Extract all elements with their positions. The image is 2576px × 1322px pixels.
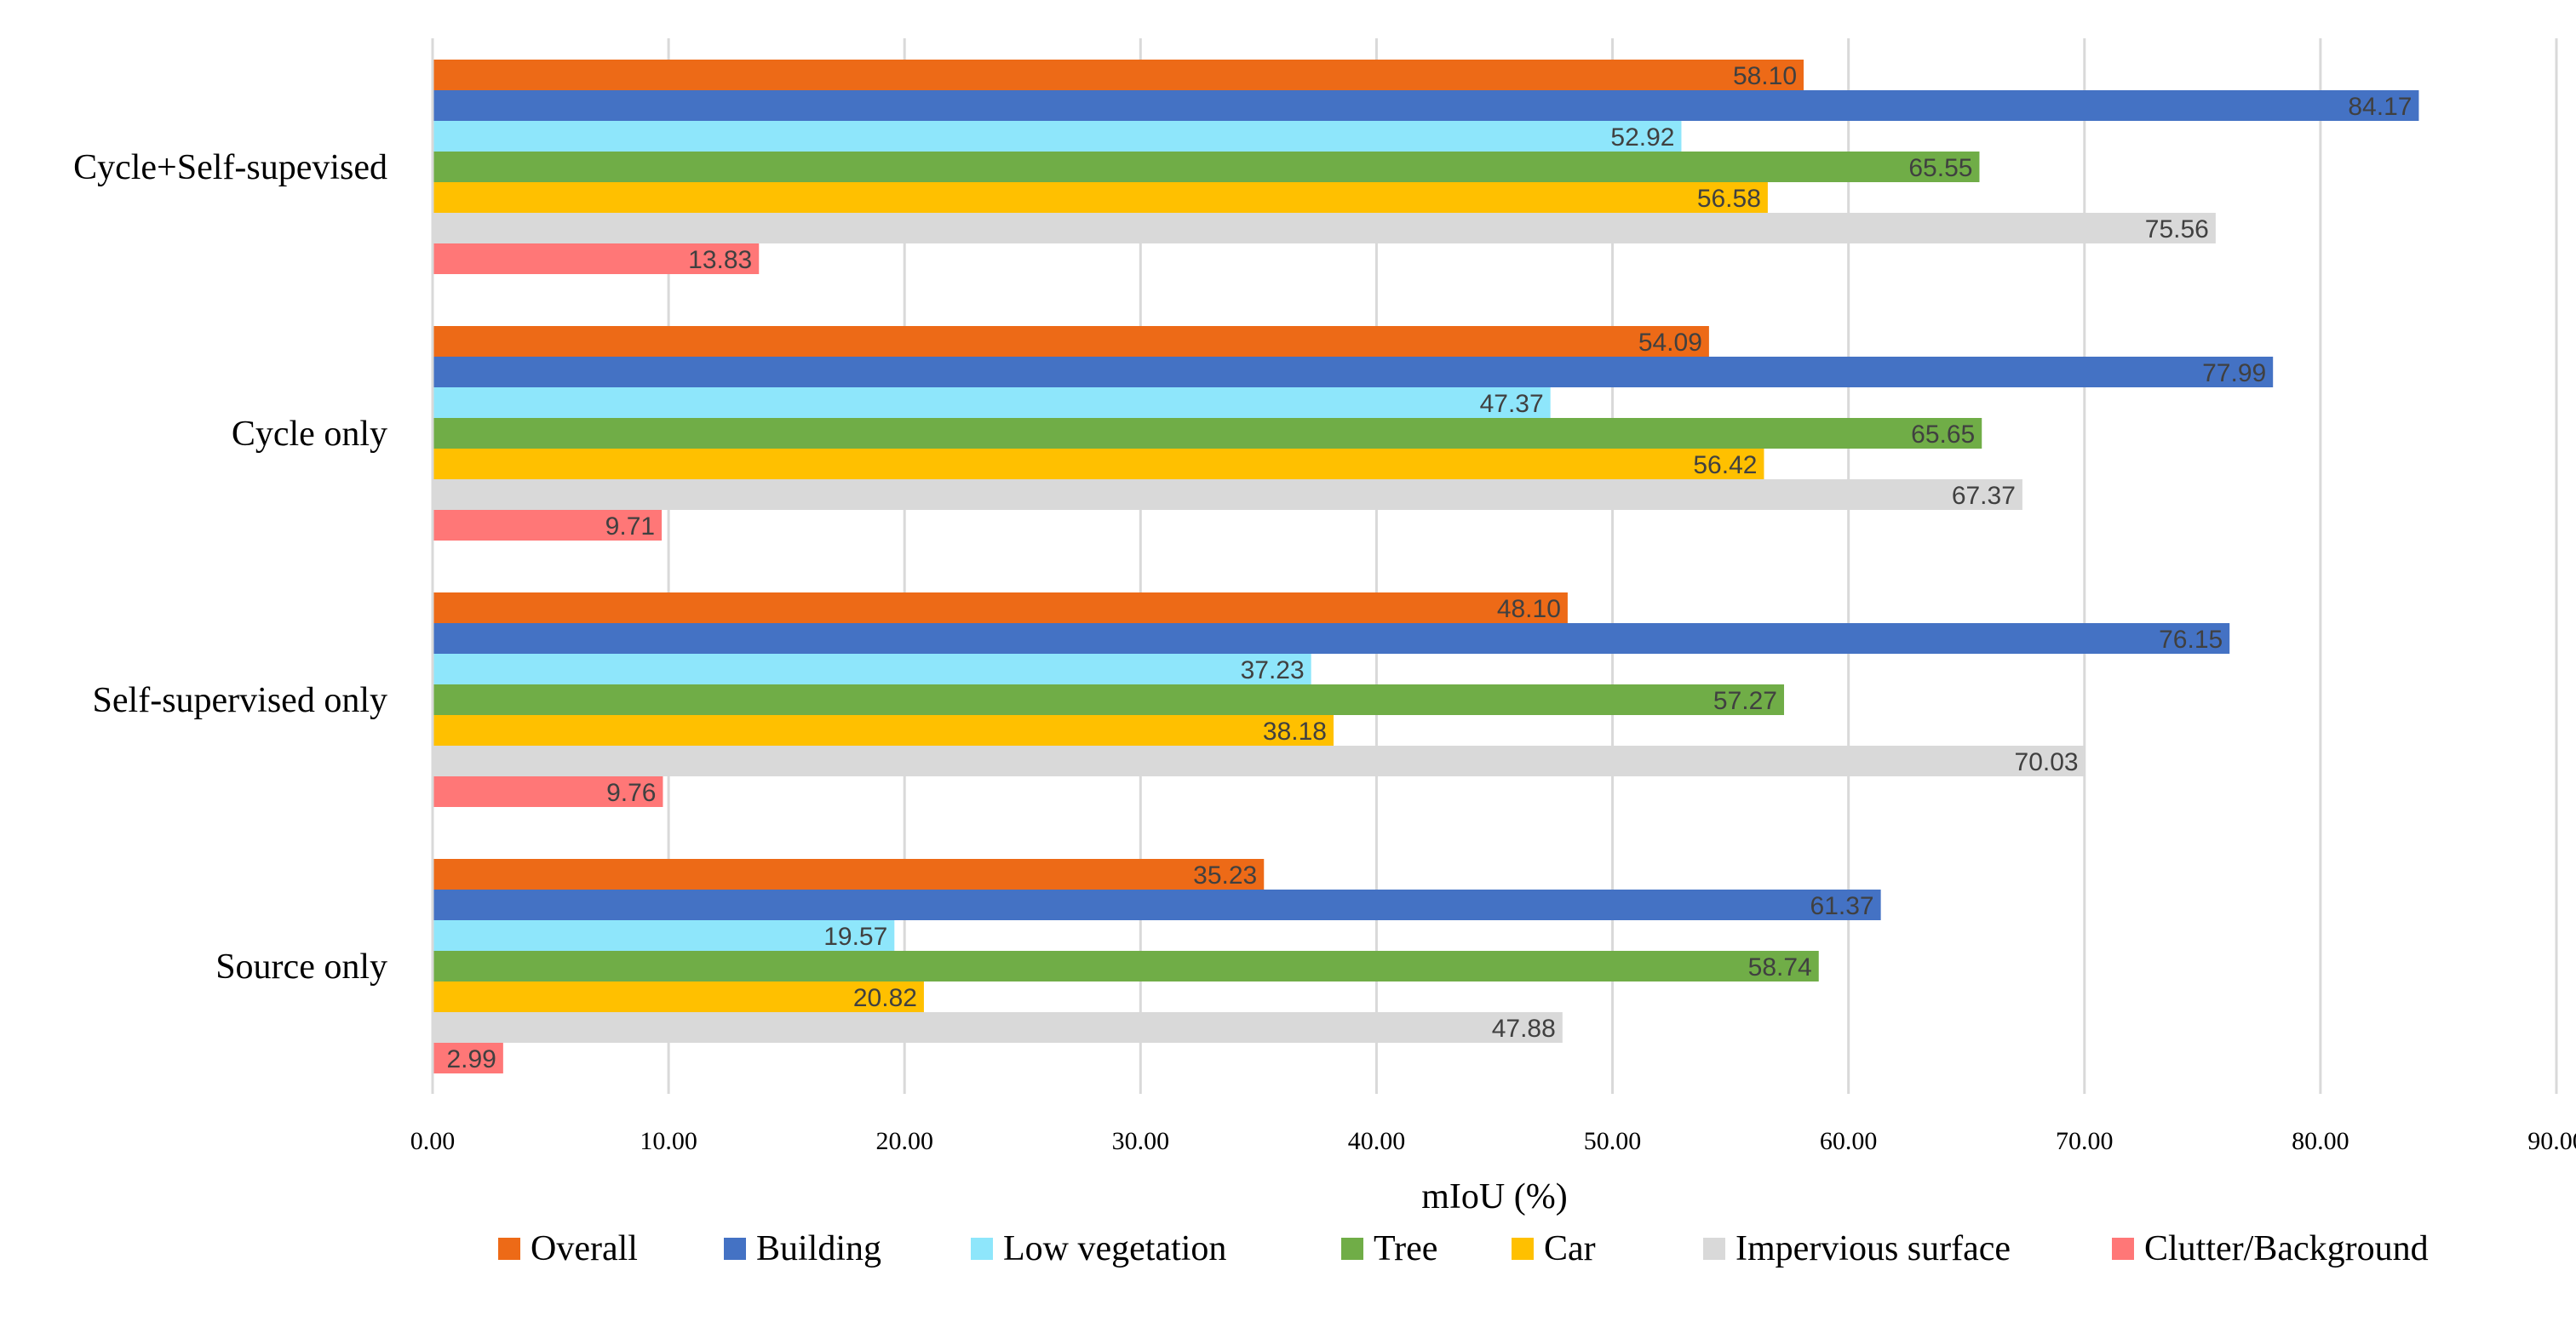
data-label: 52.92 [1610, 123, 1674, 152]
bar-building [433, 890, 1881, 920]
data-label: 13.83 [688, 246, 752, 274]
bar-building [433, 623, 2230, 654]
x-tick-label: 10.00 [640, 1127, 697, 1155]
data-label: 76.15 [2159, 626, 2223, 654]
legend-label: Building [756, 1229, 881, 1268]
bar-car [433, 715, 1334, 746]
legend-item: Car [1512, 1229, 1596, 1268]
legend-item: Overall [498, 1229, 638, 1268]
legend-swatch [1512, 1238, 1534, 1260]
bar-overall [433, 60, 1804, 90]
data-label: 54.09 [1638, 329, 1702, 357]
bar-overall [433, 592, 1568, 623]
data-label: 19.57 [823, 923, 887, 951]
legend-label: Impervious surface [1736, 1229, 2011, 1268]
x-tick-label: 80.00 [2292, 1127, 2349, 1155]
bar-low-vegetation [433, 121, 1682, 152]
category-label: Cycle+Self-supevised [73, 148, 387, 187]
legend-label: Car [1544, 1229, 1596, 1268]
x-tick-label: 90.00 [2527, 1127, 2576, 1155]
legend-item: Clutter/Background [2112, 1229, 2429, 1268]
bar-tree [433, 951, 1819, 981]
legend-item: Impervious surface [1703, 1229, 2011, 1268]
category-label: Source only [215, 947, 387, 987]
x-tick-label: 40.00 [1348, 1127, 1406, 1155]
bar-clutter-background [433, 776, 663, 807]
category-label: Self-supervised only [93, 681, 387, 720]
bar-building [433, 357, 2274, 387]
data-label: 38.18 [1263, 718, 1327, 746]
x-tick-label: 20.00 [875, 1127, 933, 1155]
data-label: 75.56 [2145, 215, 2209, 243]
bar-car [433, 981, 924, 1012]
legend-swatch [2112, 1238, 2134, 1260]
bar-overall [433, 326, 1709, 357]
bars [433, 60, 2419, 1073]
data-label: 84.17 [2348, 93, 2412, 121]
data-label: 56.42 [1693, 451, 1757, 479]
data-label: 65.65 [1911, 421, 1975, 449]
legend-label: Clutter/Background [2144, 1229, 2429, 1268]
legend-item: Tree [1341, 1229, 1437, 1268]
data-label: 67.37 [1952, 482, 2016, 510]
bar-overall [433, 859, 1265, 890]
data-label: 47.88 [1492, 1015, 1556, 1043]
x-tick-label: 0.00 [410, 1127, 456, 1155]
legend-item: Building [724, 1229, 881, 1268]
bar-clutter-background [433, 510, 663, 541]
data-label: 9.71 [605, 512, 655, 541]
axes: 0.00 10.00 20.00 30.00 40.00 50.00 60.00 70.00 8… [73, 38, 2576, 1155]
data-label: 37.23 [1241, 656, 1305, 684]
x-tick-label: 70.00 [2056, 1127, 2114, 1155]
bar-impervious-surface [433, 746, 2085, 776]
data-label: 56.58 [1697, 185, 1761, 213]
bar-car [433, 182, 1768, 213]
x-tick-label: 30.00 [1112, 1127, 1170, 1155]
legend-swatch [724, 1238, 746, 1260]
bar-tree [433, 418, 1982, 449]
legend: Overall Building Low vegetation Tree Car Impe… [498, 1229, 2429, 1268]
bar-car [433, 449, 1764, 479]
legend-label: Overall [531, 1229, 638, 1268]
data-label: 20.82 [853, 984, 917, 1012]
x-axis-title: mIoU (%) [1421, 1177, 1567, 1216]
bar-tree [433, 152, 1980, 182]
data-label: 48.10 [1497, 595, 1561, 623]
data-label: 65.55 [1908, 154, 1972, 182]
legend-swatch [1341, 1238, 1363, 1260]
bar-tree [433, 684, 1785, 715]
bar-building [433, 90, 2419, 121]
data-label: 61.37 [1810, 892, 1874, 920]
data-label: 58.10 [1733, 62, 1797, 90]
category-label: Cycle only [232, 415, 387, 454]
legend-swatch [498, 1238, 520, 1260]
bar-low-vegetation [433, 920, 895, 951]
bar-impervious-surface [433, 1012, 1563, 1043]
data-label: 47.37 [1480, 390, 1544, 418]
bar-impervious-surface [433, 479, 2022, 510]
data-label: 77.99 [2202, 359, 2266, 387]
bar-low-vegetation [433, 654, 1311, 684]
legend-item: Low vegetation [971, 1229, 1226, 1268]
bar-impervious-surface [433, 213, 2216, 243]
bar-clutter-background [433, 1043, 503, 1073]
x-tick-label: 60.00 [1820, 1127, 1878, 1155]
data-label: 57.27 [1713, 687, 1777, 715]
bar-clutter-background [433, 243, 760, 274]
legend-swatch [971, 1238, 993, 1260]
x-tick-label: 50.00 [1584, 1127, 1642, 1155]
data-label: 35.23 [1193, 861, 1257, 890]
legend-swatch [1703, 1238, 1725, 1260]
legend-label: Tree [1374, 1229, 1437, 1268]
data-label: 9.76 [606, 779, 656, 807]
legend-label: Low vegetation [1003, 1229, 1226, 1268]
data-label: 58.74 [1748, 953, 1812, 981]
bar-low-vegetation [433, 387, 1551, 418]
data-labels: 58.10 84.17 52.92 65.55 56.58 75.56 13.83 54.09… [446, 62, 2412, 1073]
data-label: 2.99 [446, 1045, 496, 1073]
data-label: 70.03 [2015, 748, 2079, 776]
